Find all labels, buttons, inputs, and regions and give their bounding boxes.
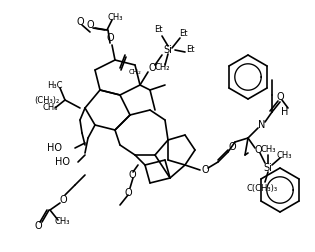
- Text: N: N: [258, 120, 266, 130]
- Text: O: O: [76, 17, 84, 27]
- Text: O: O: [201, 165, 209, 175]
- Text: O: O: [86, 20, 94, 30]
- Text: CH₂: CH₂: [129, 69, 141, 75]
- Text: C(CH₃)₃: C(CH₃)₃: [246, 183, 278, 193]
- Text: O: O: [124, 188, 132, 198]
- Text: O: O: [276, 92, 284, 102]
- Text: H: H: [281, 107, 289, 117]
- Text: (CH₃)₂: (CH₃)₂: [34, 96, 60, 105]
- Text: O: O: [59, 195, 67, 205]
- Text: O: O: [106, 33, 114, 43]
- Text: O: O: [254, 145, 262, 155]
- Text: Si: Si: [264, 163, 272, 173]
- Text: O: O: [34, 221, 42, 231]
- Text: CH₂: CH₂: [154, 64, 170, 73]
- Text: CH₃: CH₃: [54, 217, 70, 227]
- Text: H₃C: H₃C: [47, 80, 63, 89]
- Text: Et: Et: [186, 46, 194, 54]
- Text: CH₃: CH₃: [260, 145, 276, 154]
- Text: CH₃: CH₃: [107, 14, 123, 22]
- Text: Si: Si: [163, 45, 172, 55]
- Text: O: O: [148, 63, 156, 73]
- Text: HO: HO: [54, 157, 70, 167]
- Text: Et: Et: [154, 25, 162, 35]
- Text: O: O: [128, 170, 136, 180]
- Text: CH₃: CH₃: [276, 150, 292, 160]
- Text: Et: Et: [179, 28, 187, 38]
- Text: CH₃: CH₃: [42, 104, 58, 112]
- Text: O: O: [228, 142, 236, 152]
- Text: HO: HO: [48, 143, 62, 153]
